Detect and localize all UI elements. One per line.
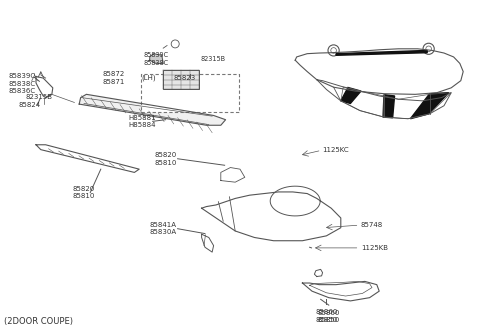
Text: 85841A
85830A: 85841A 85830A	[149, 222, 177, 236]
Text: 82315B: 82315B	[25, 94, 52, 100]
Polygon shape	[336, 51, 427, 55]
Polygon shape	[341, 88, 361, 103]
Text: 85823: 85823	[174, 75, 196, 81]
Text: H85881
H85884: H85881 H85884	[129, 114, 156, 128]
Text: 1125KB: 1125KB	[361, 245, 388, 251]
Text: 85824: 85824	[18, 102, 40, 108]
Text: 85839C
85838C: 85839C 85838C	[143, 52, 168, 66]
Text: (LH): (LH)	[142, 75, 156, 81]
Text: 85860
85850: 85860 85850	[315, 309, 337, 322]
Text: 85872
85871: 85872 85871	[102, 71, 125, 85]
Text: 85820
85810: 85820 85810	[154, 152, 177, 166]
Bar	[163, 70, 199, 90]
Polygon shape	[79, 94, 226, 125]
Text: 85748: 85748	[361, 222, 383, 228]
Text: 85860
85850: 85860 85850	[318, 310, 340, 323]
FancyBboxPatch shape	[141, 74, 239, 112]
Text: 1125KC: 1125KC	[323, 147, 349, 153]
Text: (2DOOR COUPE): (2DOOR COUPE)	[4, 317, 73, 326]
Text: 85839C
85838C
85836C: 85839C 85838C 85836C	[9, 73, 36, 94]
Text: 82315B: 82315B	[200, 56, 225, 62]
Polygon shape	[410, 93, 449, 119]
Text: 85820
85810: 85820 85810	[73, 186, 96, 199]
Polygon shape	[150, 54, 163, 63]
Polygon shape	[383, 95, 395, 118]
